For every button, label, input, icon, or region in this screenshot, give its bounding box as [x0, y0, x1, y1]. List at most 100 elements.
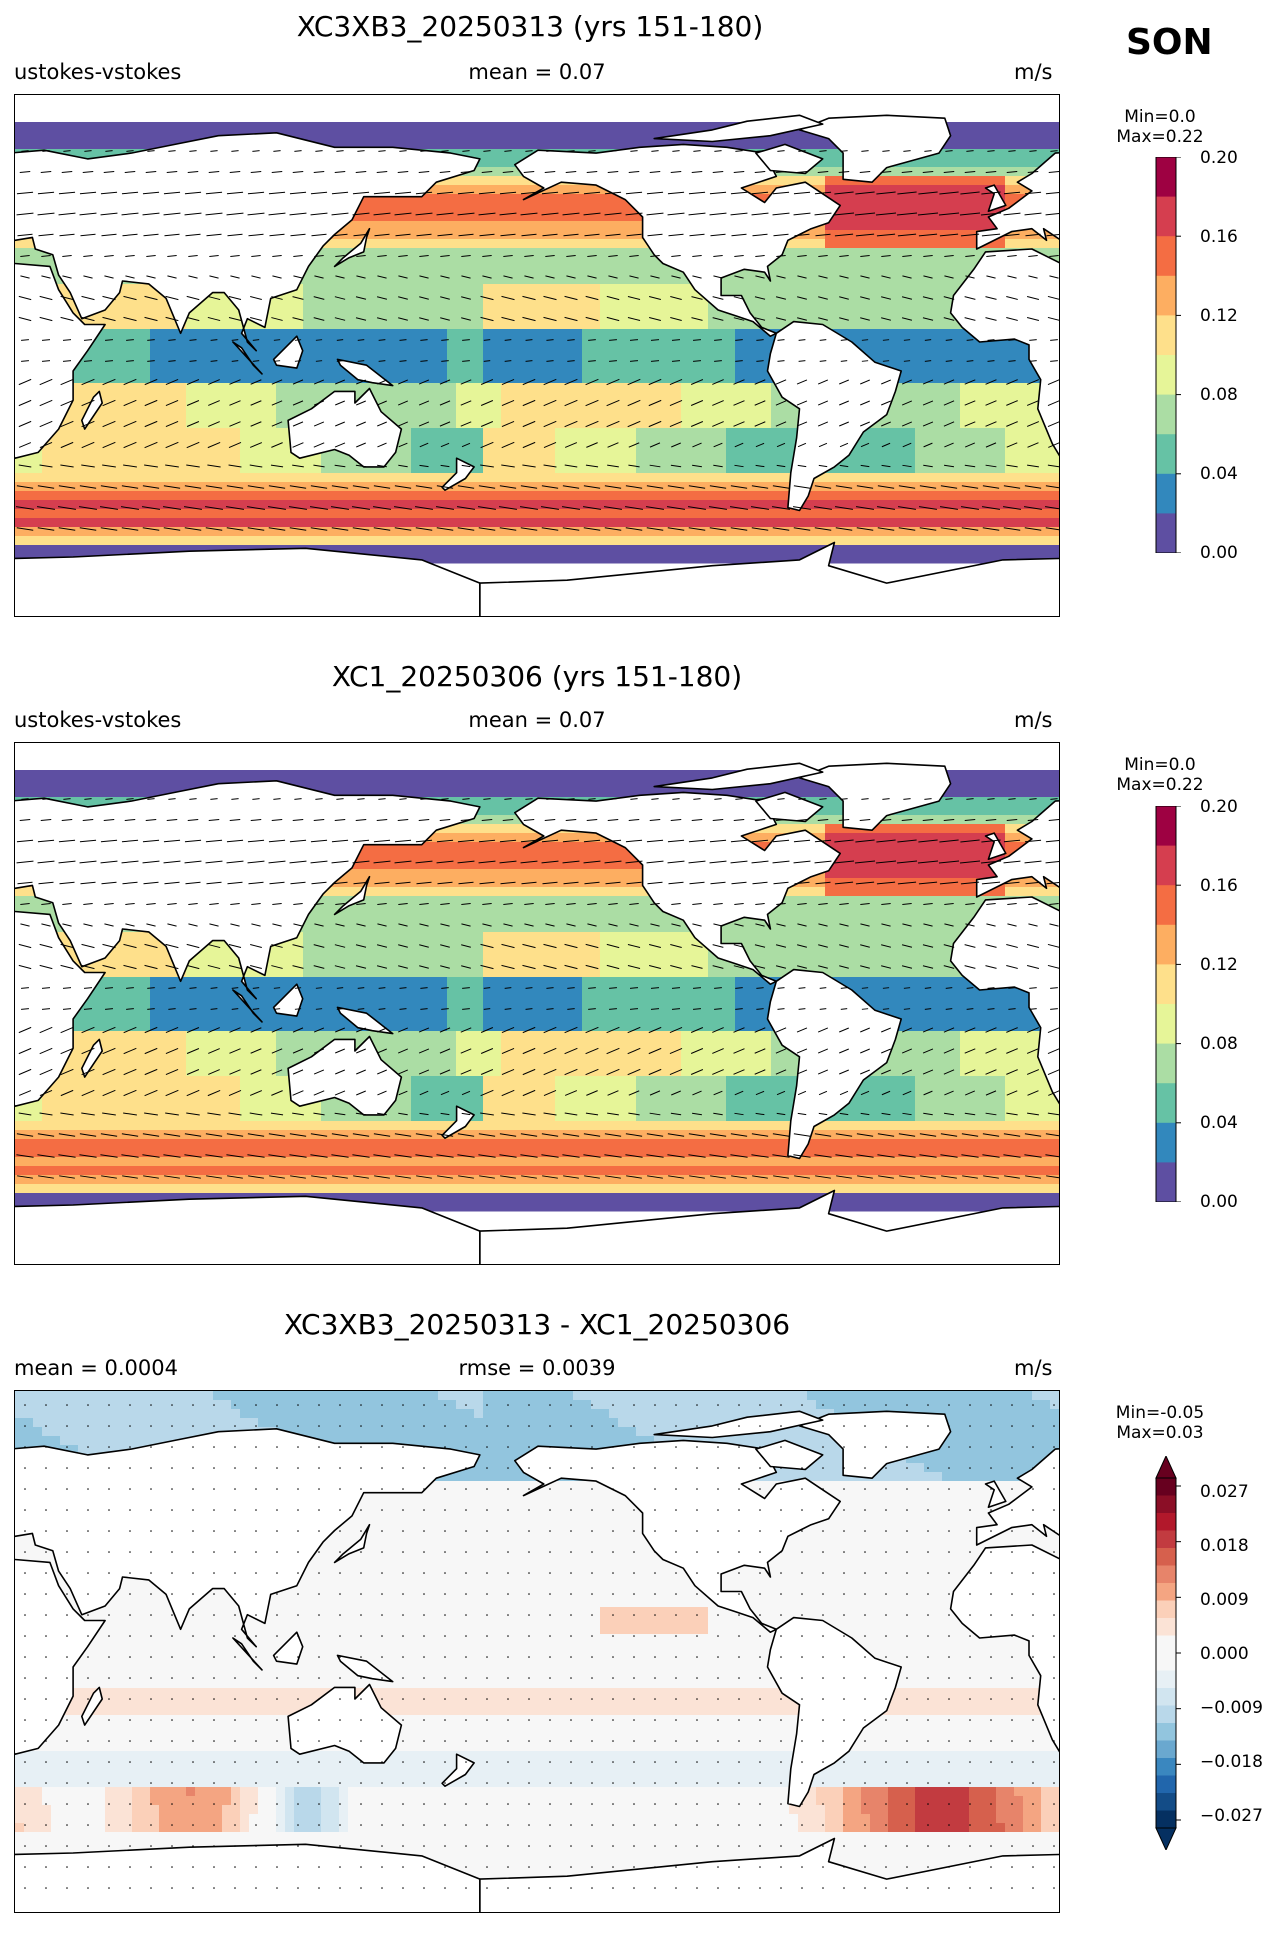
field-cell: [771, 131, 781, 141]
field-cell: [978, 149, 988, 159]
field-cell: [150, 311, 160, 321]
field-cell: [681, 491, 691, 501]
field-cell: [600, 248, 610, 258]
field-cell: [789, 437, 799, 447]
field-cell: [843, 293, 853, 303]
field-cell: [690, 320, 700, 330]
field-cell: [123, 320, 133, 330]
field-cell: [600, 230, 610, 240]
field-cell: [645, 329, 655, 339]
field-cell: [294, 473, 304, 483]
field-cell: [483, 212, 493, 222]
field-cell: [429, 131, 439, 141]
field-cell: [474, 437, 484, 447]
field-cell: [960, 428, 970, 438]
field-cell: [483, 464, 493, 474]
field-cell: [69, 122, 79, 132]
field-cell: [1014, 392, 1024, 402]
field-cell: [411, 122, 421, 132]
field-cell: [654, 482, 664, 492]
field-cell: [447, 374, 457, 384]
field-cell: [987, 239, 997, 249]
field-cell: [834, 158, 844, 168]
field-cell: [915, 410, 925, 420]
field-cell: [591, 482, 601, 492]
field-cell: [231, 410, 241, 420]
field-cell: [1023, 239, 1033, 249]
field-cell: [609, 491, 619, 501]
field-cell: [870, 320, 880, 330]
field-cell: [105, 149, 115, 159]
field-cell: [222, 302, 232, 312]
field-cell: [987, 365, 997, 375]
field-cell: [681, 455, 691, 465]
field-cell: [537, 302, 547, 312]
field-cell: [402, 248, 412, 258]
field-cell: [492, 365, 502, 375]
field-cell: [114, 410, 124, 420]
field-cell: [447, 338, 457, 348]
field-cell: [942, 311, 952, 321]
field-cell: [870, 221, 880, 231]
field-cell: [1014, 122, 1024, 132]
field-cell: [501, 311, 511, 321]
field-cell: [393, 302, 403, 312]
field-cell: [663, 275, 673, 285]
field-cell: [879, 266, 889, 276]
field-cell: [717, 455, 727, 465]
field-cell: [375, 401, 385, 411]
field-cell: [96, 329, 106, 339]
field-cell: [915, 176, 925, 186]
field-cell: [465, 374, 475, 384]
field-cell: [735, 275, 745, 285]
field-cell: [195, 446, 205, 456]
field-cell: [483, 347, 493, 357]
field-cell: [87, 473, 97, 483]
field-cell: [114, 365, 124, 375]
field-cell: [1059, 311, 1060, 321]
field-cell: [708, 356, 718, 366]
field-cell: [402, 329, 412, 339]
field-cell: [672, 500, 682, 510]
field-cell: [366, 491, 376, 501]
field-cell: [951, 203, 961, 213]
field-cell: [879, 275, 889, 285]
field-cell: [312, 275, 322, 285]
field-cell: [123, 473, 133, 483]
field-cell: [303, 131, 313, 141]
field-cell: [393, 194, 403, 204]
field-cell: [753, 446, 763, 456]
field-cell: [132, 446, 142, 456]
field-cell: [618, 410, 628, 420]
field-cell: [501, 338, 511, 348]
field-cell: [951, 401, 961, 411]
field-cell: [564, 122, 574, 132]
field-cell: [978, 392, 988, 402]
field-cell: [564, 140, 574, 150]
field-cell: [366, 230, 376, 240]
field-cell: [501, 284, 511, 294]
field-cell: [618, 230, 628, 240]
field-cell: [843, 473, 853, 483]
field-cell: [123, 401, 133, 411]
field-cell: [159, 374, 169, 384]
field-cell: [375, 302, 385, 312]
field-cell: [663, 464, 673, 474]
field-cell: [303, 383, 313, 393]
field-cell: [474, 347, 484, 357]
field-cell: [789, 293, 799, 303]
field-cell: [537, 437, 547, 447]
field-cell: [915, 248, 925, 258]
field-cell: [105, 491, 115, 501]
field-cell: [231, 491, 241, 501]
field-cell: [546, 446, 556, 456]
field-cell: [1059, 320, 1060, 330]
field-cell: [213, 374, 223, 384]
field-cell: [195, 338, 205, 348]
field-cell: [726, 347, 736, 357]
field-cell: [969, 419, 979, 429]
field-cell: [996, 401, 1006, 411]
field-cell: [339, 347, 349, 357]
field-cell: [951, 140, 961, 150]
field-cell: [330, 140, 340, 150]
